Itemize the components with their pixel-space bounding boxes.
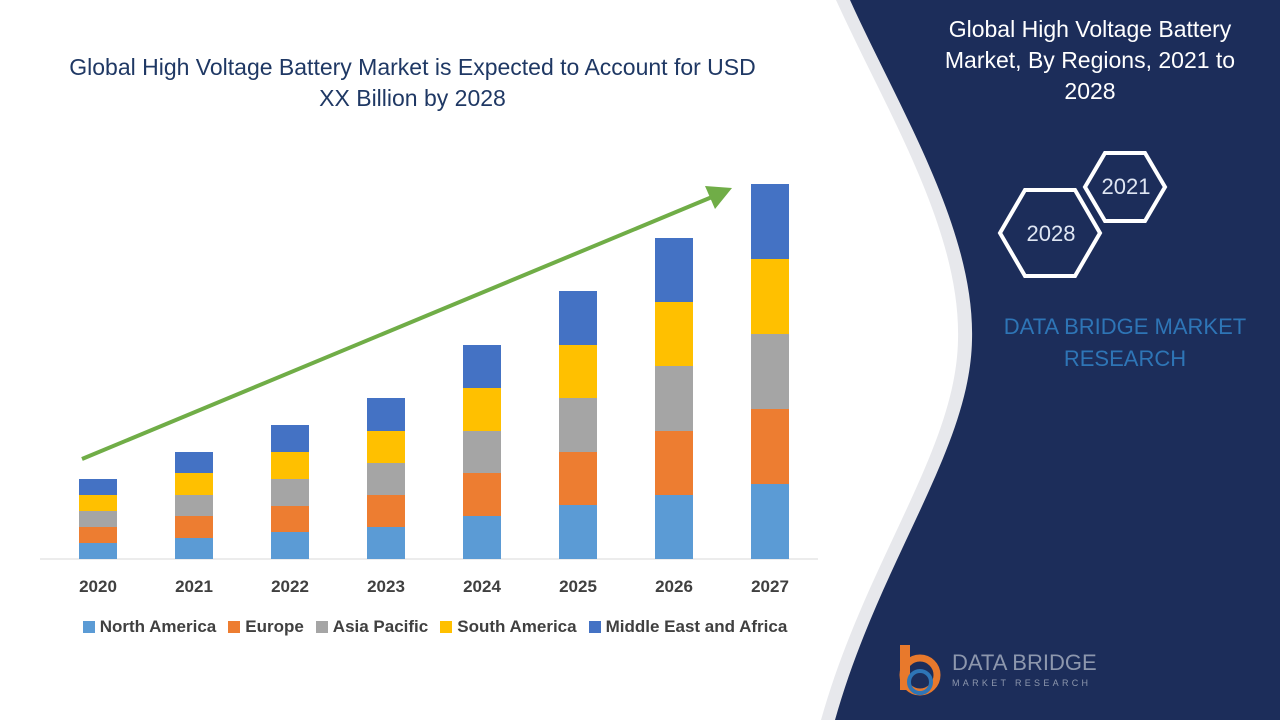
bar-segment <box>751 184 789 259</box>
hexagon-label: 2028 <box>1027 221 1076 246</box>
side-panel <box>835 0 1280 720</box>
legend-swatch <box>440 621 453 633</box>
legend-item: Middle East and Africa <box>588 617 788 637</box>
bar-segment <box>271 506 309 532</box>
hexagon-label: 2021 <box>1102 174 1151 199</box>
brand: DATA BRIDGE MARKET RESEARCH <box>1003 314 1247 371</box>
hexagon <box>997 188 1103 278</box>
legend-swatch <box>588 621 601 633</box>
hexagon <box>1082 151 1168 223</box>
bar-segment <box>79 527 117 543</box>
bar-segment <box>79 543 117 559</box>
bar-segment <box>79 495 117 511</box>
bar-segment <box>367 431 405 463</box>
bar-segment <box>559 505 597 559</box>
bar-segment <box>271 532 309 559</box>
legend-swatch <box>82 621 95 633</box>
bar-segment <box>175 538 213 559</box>
legend-item: South America <box>440 617 577 637</box>
bar-segment <box>559 291 597 345</box>
chart-title: Global High Voltage Battery Market is Ex… <box>69 54 756 111</box>
bar-segment <box>655 302 693 366</box>
bar-segment <box>175 516 213 538</box>
bar-segment <box>175 495 213 516</box>
bar-segment <box>463 516 501 559</box>
logo: DATA BRIDGE MARKET RESEARCH <box>899 645 1097 696</box>
bar-segment <box>655 495 693 559</box>
legend-label: Europe <box>245 617 304 636</box>
legend-item: North America <box>82 617 217 637</box>
bar-segment <box>463 345 501 388</box>
bar-segment <box>655 366 693 431</box>
legend-swatch <box>315 621 328 633</box>
panel-title: Global High Voltage Battery Market, By R… <box>944 16 1236 104</box>
bar-segment <box>367 463 405 495</box>
logo-name: DATA BRIDGE <box>952 650 1097 675</box>
bar-segment <box>559 398 597 452</box>
bar-segment <box>79 479 117 495</box>
bar-segment <box>367 398 405 431</box>
x-tick-label: 2020 <box>79 577 117 596</box>
bar-segment <box>751 484 789 559</box>
x-tick-label: 2023 <box>367 577 405 596</box>
legend-label: Asia Pacific <box>332 617 429 636</box>
bar-segment <box>175 473 213 495</box>
bar-segment <box>655 238 693 302</box>
bar-segment <box>655 431 693 495</box>
bar-segment <box>175 452 213 473</box>
x-tick-label: 2022 <box>271 577 309 596</box>
logo-tagline: MARKET RESEARCH <box>952 678 1091 688</box>
bar-segment <box>271 452 309 479</box>
legend-item: Asia Pacific <box>315 617 429 637</box>
bar-segment <box>367 495 405 527</box>
legend-label: Middle East and Africa <box>605 617 788 636</box>
x-tick-label: 2021 <box>175 577 213 596</box>
bar-segment <box>463 388 501 431</box>
trend-arrow-head <box>705 186 732 209</box>
x-tick-label: 2024 <box>463 577 501 596</box>
bar-segment <box>463 431 501 473</box>
legend-item: Europe <box>228 617 304 637</box>
x-tick-label: 2027 <box>751 577 789 596</box>
x-tick-label: 2025 <box>559 577 597 596</box>
trend-arrow <box>81 195 713 461</box>
bar-segment <box>559 452 597 505</box>
legend: North America Europe Asia Pacific South Ame… <box>40 617 830 637</box>
bar-segment <box>463 473 501 516</box>
bar-segment <box>271 425 309 452</box>
legend-label: North America <box>99 617 217 636</box>
bar-segment <box>271 479 309 506</box>
bar-segment <box>751 334 789 409</box>
x-tick-label: 2026 <box>655 577 693 596</box>
bar-segment <box>559 345 597 398</box>
bar-segment <box>79 511 117 527</box>
bar-segment <box>751 259 789 334</box>
bar-segment <box>367 527 405 559</box>
legend-swatch <box>228 621 241 633</box>
legend-label: South America <box>457 617 577 636</box>
bar-segment <box>751 409 789 484</box>
